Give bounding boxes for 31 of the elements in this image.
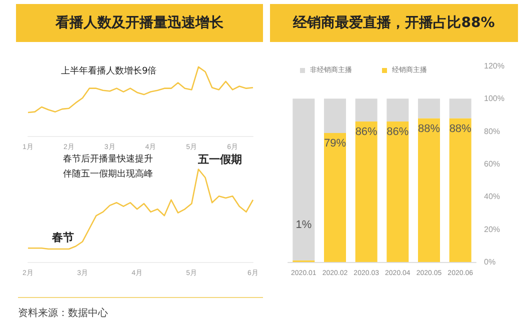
text: 春节后开播量快速提升: [63, 154, 153, 164]
annotation: 伴随五一假期出现高峰: [63, 168, 153, 180]
bar: [418, 98, 440, 118]
y-tick-label: 120%: [484, 62, 504, 70]
chart-title: 经销商最爱直播，开播占比88%: [270, 4, 518, 42]
y-tick-label: 100%: [484, 94, 504, 104]
data-label: 86%: [386, 126, 409, 138]
bar: [324, 132, 346, 262]
text: 五一假期: [197, 153, 242, 166]
annotation: 春节: [51, 231, 74, 244]
y-tick-label: 0%: [484, 258, 496, 266]
data-label: 79%: [324, 137, 346, 150]
y-tick-label: 60%: [484, 160, 500, 168]
bar: [449, 98, 472, 118]
data-label: 1%: [296, 218, 312, 231]
bar: [324, 98, 346, 133]
y-tick-label: 40%: [484, 192, 500, 202]
data-label: 88%: [418, 122, 440, 135]
bar: [386, 122, 409, 262]
bar: [355, 122, 378, 262]
data-label: 88%: [449, 122, 472, 135]
bar: [355, 98, 378, 122]
annotation: 上半年看播人数增长9倍: [61, 66, 157, 76]
chart-title: 看播人数及开播量迅速增长: [16, 4, 263, 42]
y-tick-label: 20%: [484, 224, 500, 234]
data-label: 86%: [355, 126, 378, 138]
y-tick-label: 80%: [484, 126, 500, 136]
text: 资料来源：数据中心: [18, 306, 108, 320]
bar: [386, 98, 409, 122]
bar: [418, 118, 440, 262]
bar: [449, 118, 472, 262]
